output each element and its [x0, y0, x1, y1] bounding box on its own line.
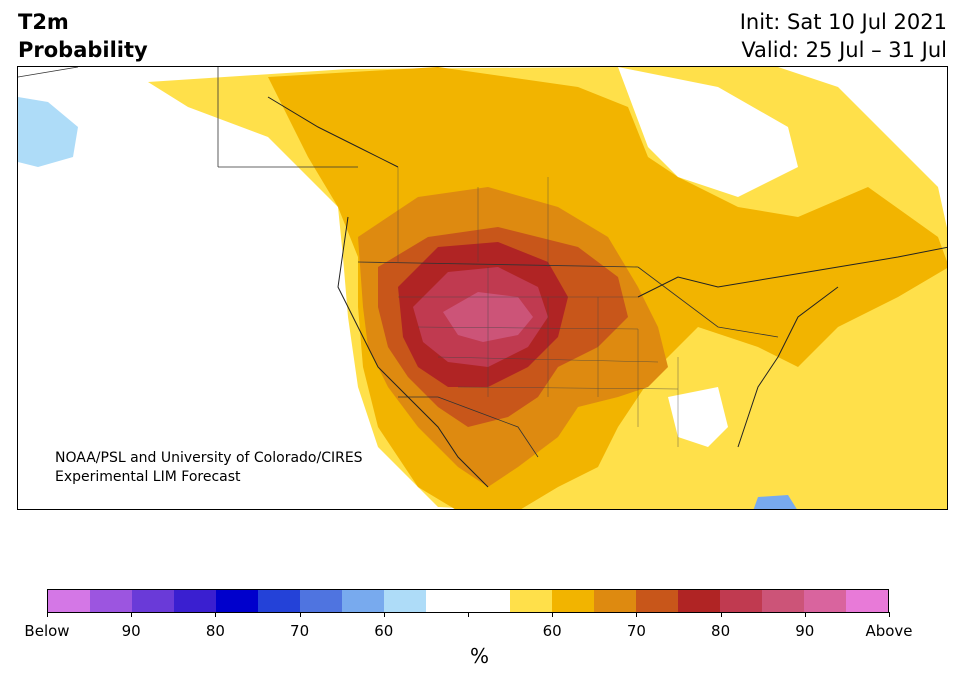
init-date: Init: Sat 10 Jul 2021: [739, 10, 947, 34]
colorbar: [47, 589, 889, 613]
colorbar-segment-3: [174, 590, 216, 612]
colorbar-segment-10: [468, 590, 510, 612]
colorbar-segment-8: [384, 590, 426, 612]
colorbar-segment-14: [636, 590, 678, 612]
colorbar-tick: [299, 612, 301, 617]
colorbar-segment-18: [804, 590, 846, 612]
colorbar-segment-12: [552, 590, 594, 612]
colorbar-label: 60: [542, 622, 562, 640]
colorbar-label: 60: [374, 622, 394, 640]
below-normal-alaska: [18, 97, 78, 167]
colorbar-ticks: [0, 612, 959, 618]
title-block: T2m Probability: [18, 8, 148, 64]
credit-line-1: NOAA/PSL and University of Colorado/CIRE…: [55, 450, 363, 466]
colorbar-segment-2: [132, 590, 174, 612]
colorbar-segment-19: [846, 590, 888, 612]
colorbar-segment-11: [510, 590, 552, 612]
date-block: Init: Sat 10 Jul 2021 Valid: 25 Jul – 31…: [740, 8, 947, 64]
colorbar-tick: [215, 612, 217, 617]
colorbar-segment-16: [720, 590, 762, 612]
colorbar-unit: %: [469, 644, 489, 668]
colorbar-segment-0: [48, 590, 90, 612]
colorbar-segment-9: [426, 590, 468, 612]
neutral-southeast: [668, 387, 728, 447]
colorbar-segment-15: [678, 590, 720, 612]
variable-title: T2m: [18, 10, 69, 34]
colorbar-label: 70: [626, 622, 646, 640]
colorbar-label: 90: [121, 622, 141, 640]
colorbar-segment-17: [762, 590, 804, 612]
coastlines: [267, 96, 947, 488]
colorbar-label: Above: [865, 622, 913, 640]
neutral-east: [618, 67, 798, 197]
colorbar-label: Below: [24, 622, 70, 640]
colorbar-tick: [383, 612, 385, 617]
map-canvas: [18, 67, 947, 509]
valid-date: Valid: 25 Jul – 31 Jul: [741, 38, 947, 62]
credit-line-2: Experimental LIM Forecast: [55, 469, 241, 485]
forecast-map: [17, 66, 948, 510]
colorbar-labels: Below 90 80 70 60 60 70 80 90 Above: [0, 622, 959, 642]
product-title: Probability: [18, 38, 148, 62]
colorbar-tick: [131, 612, 133, 617]
colorbar-segment-1: [90, 590, 132, 612]
colorbar-tick: [804, 612, 806, 617]
country-borders: [18, 67, 779, 458]
colorbar-tick: [47, 612, 48, 617]
colorbar-tick: [636, 612, 638, 617]
colorbar-label: 90: [795, 622, 815, 640]
colorbar-label: 80: [711, 622, 731, 640]
credit-text: NOAA/PSL and University of Colorado/CIRE…: [55, 449, 363, 487]
colorbar-segment-6: [300, 590, 342, 612]
colorbar-label: 80: [205, 622, 225, 640]
colorbar-segment-5: [258, 590, 300, 612]
colorbar-label: 70: [290, 622, 310, 640]
colorbar-segment-4: [216, 590, 258, 612]
state-borders: [397, 167, 679, 447]
colorbar-tick: [468, 612, 469, 617]
colorbar-segment-7: [342, 590, 384, 612]
colorbar-tick: [720, 612, 722, 617]
colorbar-tick: [552, 612, 554, 617]
colorbar-tick: [889, 612, 890, 617]
colorbar-segment-13: [594, 590, 636, 612]
below-normal-caribbean: [753, 495, 797, 509]
